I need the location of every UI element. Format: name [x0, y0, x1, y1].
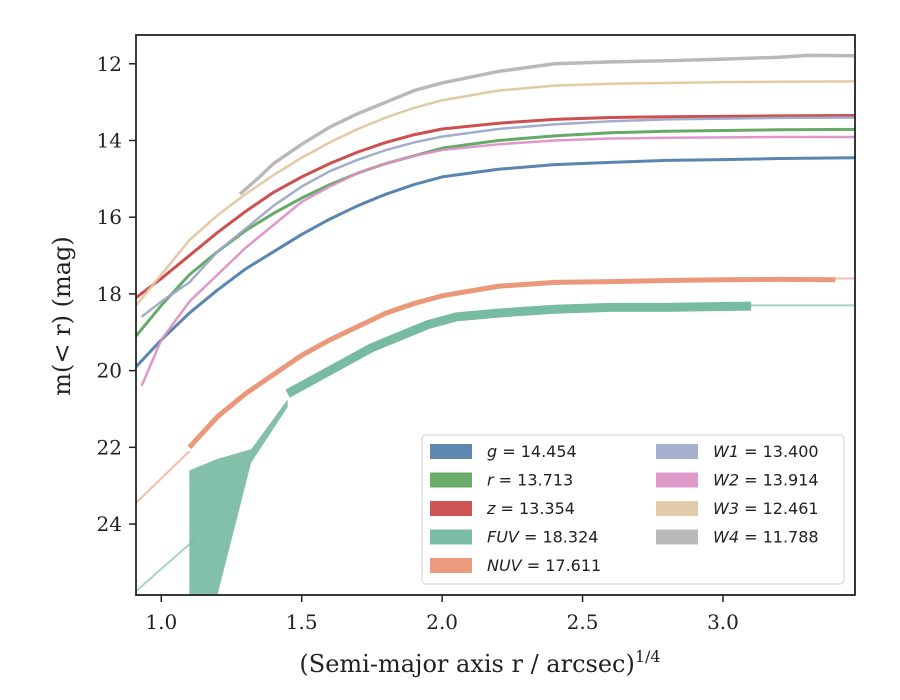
- legend-item-FUV: FUV = 18.324: [430, 528, 598, 547]
- legend-swatch: [656, 444, 698, 459]
- ticks-layer: 1.0 1.5 2.0 2.5 3.0 12 14 16 18 20 22 24: [97, 52, 739, 634]
- extrapolation-NUV-extrapolation: [136, 450, 191, 504]
- extrapolation-FUV-extrapolation: [136, 538, 196, 592]
- series-line-W3: [136, 80, 855, 307]
- x-axis-label-text: (Semi-major axis r / arcsec): [299, 650, 634, 678]
- series-line-z: [136, 114, 855, 299]
- legend-label: W3 = 12.461: [713, 499, 819, 518]
- legend-swatch: [430, 501, 472, 516]
- plot-data-layer: [136, 53, 855, 595]
- series-line-W1: [140, 116, 855, 318]
- legend-item-W2: W2 = 13.914: [656, 471, 819, 490]
- legend-label: W1 = 13.400: [713, 442, 819, 461]
- y-tick-label: 22: [97, 435, 122, 459]
- legend-label: z = 13.354: [486, 499, 575, 518]
- legend-item-NUV: NUV = 17.611: [430, 556, 601, 575]
- series-line-W4: [238, 53, 855, 196]
- y-tick-label: 12: [97, 52, 122, 76]
- legend-item-g: g = 14.454: [430, 442, 577, 461]
- y-tick-label: 14: [97, 128, 122, 152]
- plot-frame: [135, 34, 856, 596]
- legend-swatch: [430, 529, 472, 545]
- x-tick-label: 2.0: [426, 610, 458, 634]
- legend-label: FUV = 18.324: [487, 528, 598, 547]
- legend-item-W1: W1 = 13.400: [656, 442, 819, 461]
- legend-label: r = 13.713: [487, 471, 573, 490]
- legend-item-W3: W3 = 12.461: [656, 499, 819, 518]
- legend-swatch: [656, 529, 698, 545]
- legend-item-z: z = 13.354: [430, 499, 575, 518]
- series-line-NUV: [187, 276, 836, 450]
- legend-swatch: [656, 472, 698, 488]
- legend-swatch: [430, 444, 472, 459]
- legend: g = 14.454 r = 13.713 z = 13.354 FUV = 18.3…: [421, 434, 845, 585]
- legend-item-r: r = 13.713: [430, 471, 573, 490]
- series-line-g: [136, 156, 855, 368]
- series-line-W2: [140, 135, 855, 387]
- y-tick-label: 18: [97, 282, 122, 306]
- legend-swatch: [430, 472, 472, 488]
- y-tick-label: 16: [97, 205, 122, 229]
- legend-label: NUV = 17.611: [487, 556, 601, 575]
- y-tick-label: 24: [97, 512, 122, 536]
- legend-label: g = 14.454: [487, 442, 577, 461]
- legend-label: W2 = 13.914: [713, 471, 819, 490]
- legend-box: [421, 434, 845, 585]
- x-tick-label: 3.0: [707, 610, 739, 634]
- legend-swatch: [430, 558, 472, 573]
- x-tick-label: 2.5: [567, 610, 599, 634]
- y-axis-label: m(< r) (mag): [48, 236, 76, 395]
- legend-label: W4 = 11.788: [713, 528, 819, 547]
- x-axis-label: (Semi-major axis r / arcsec)1/4: [299, 647, 660, 678]
- series-line-FUV: [285, 301, 752, 398]
- y-tick-label: 20: [97, 359, 122, 383]
- fuv-uncertainty-band: [189, 399, 288, 595]
- legend-item-W4: W4 = 11.788: [656, 528, 819, 547]
- x-axis-label-superscript: 1/4: [635, 647, 661, 666]
- legend-swatch: [656, 501, 698, 516]
- x-tick-label: 1.0: [145, 610, 177, 634]
- x-tick-label: 1.5: [286, 610, 318, 634]
